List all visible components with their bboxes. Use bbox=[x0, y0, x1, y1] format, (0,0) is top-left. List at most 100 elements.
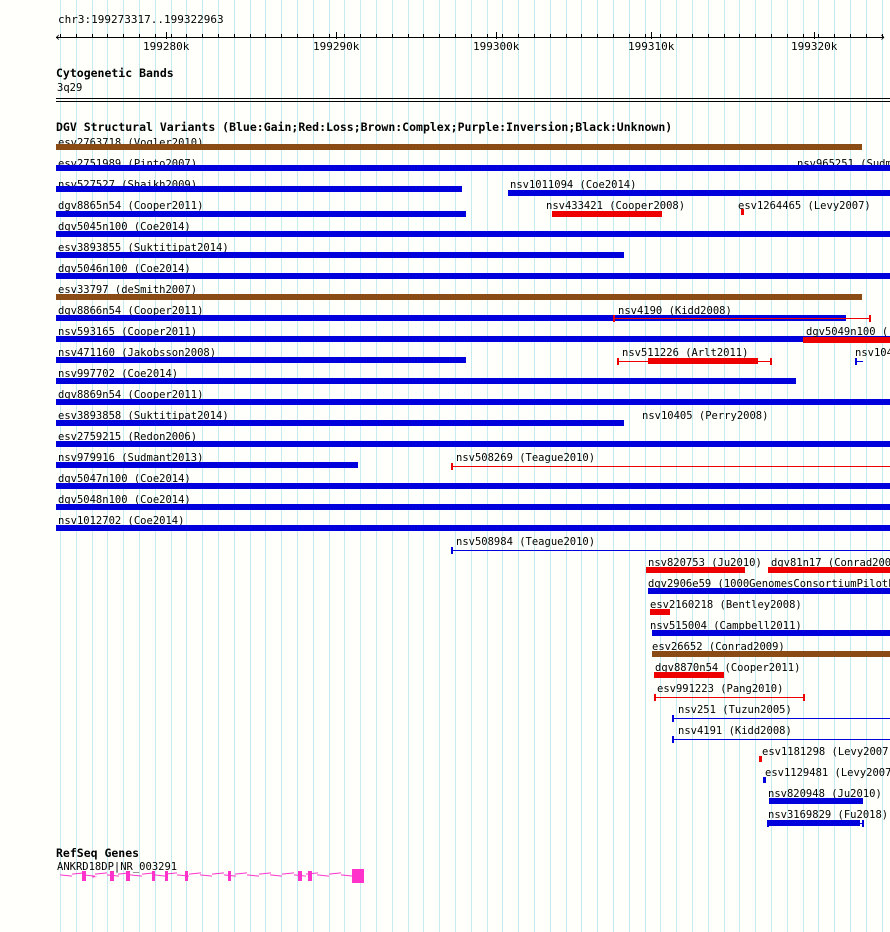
gene-exon[interactable] bbox=[82, 871, 86, 881]
dgv-feature-bar[interactable] bbox=[769, 798, 863, 804]
dgv-feature-bar[interactable] bbox=[56, 165, 846, 171]
dgv-feature-label[interactable]: dgv5045n100 (Coe2014) bbox=[58, 221, 191, 233]
dgv-feature-bar[interactable] bbox=[803, 337, 890, 343]
dgv-feature-label[interactable]: nsv1012702 (Coe2014) bbox=[58, 515, 185, 527]
dgv-feature-line[interactable] bbox=[672, 718, 890, 719]
gene-exon[interactable] bbox=[165, 871, 168, 881]
ruler-tick-minor bbox=[471, 34, 472, 38]
dgv-feature-label[interactable]: esv1264465 (Levy2007) bbox=[738, 200, 871, 212]
dgv-feature-label[interactable]: dgv5049n100 ( bbox=[806, 326, 889, 338]
dgv-feature-bar[interactable] bbox=[768, 567, 890, 573]
dgv-feature-bar[interactable] bbox=[56, 252, 624, 258]
dgv-feature-bar[interactable] bbox=[56, 273, 890, 279]
gene-exon[interactable] bbox=[126, 871, 130, 881]
dgv-feature-label[interactable]: nsv433421 (Cooper2008) bbox=[546, 200, 686, 212]
dgv-feature-bar[interactable] bbox=[508, 190, 890, 196]
dgv-feature-label[interactable]: dgv5046n100 (Coe2014) bbox=[58, 263, 191, 275]
dgv-feature-label[interactable]: esv991223 (Pang2010) bbox=[657, 683, 784, 695]
dgv-feature-label[interactable]: nsv4190 (Kidd2008) bbox=[618, 305, 732, 317]
dgv-feature-label[interactable]: dgv8869n54 (Cooper2011) bbox=[58, 389, 204, 401]
dgv-feature-label[interactable]: nsv508984 (Teague2010) bbox=[456, 536, 596, 548]
dgv-feature-label[interactable]: nsv593165 (Cooper2011) bbox=[58, 326, 198, 338]
dgv-feature-label[interactable]: nsv820753 (Ju2010) bbox=[648, 557, 762, 569]
gene-exon[interactable] bbox=[308, 871, 312, 881]
dgv-feature-bar[interactable] bbox=[56, 211, 466, 217]
dgv-feature-line[interactable] bbox=[451, 550, 890, 551]
dgv-feature-bar[interactable] bbox=[56, 420, 624, 426]
dgv-feature-label[interactable]: esv1181298 (Levy2007) bbox=[762, 746, 890, 758]
ruler-tick-minor bbox=[281, 34, 282, 38]
dgv-feature-bar[interactable] bbox=[652, 651, 890, 657]
dgv-feature-label[interactable]: esv26652 (Conrad2009) bbox=[652, 641, 785, 653]
dgv-feature-line[interactable] bbox=[672, 739, 890, 740]
dgv-feature-label[interactable]: esv3893855 (Suktitipat2014) bbox=[58, 242, 229, 254]
dgv-feature-bar[interactable] bbox=[763, 777, 766, 783]
dgv-feature-line[interactable] bbox=[613, 318, 871, 319]
gene-exon[interactable] bbox=[185, 871, 188, 881]
dgv-feature-bar[interactable] bbox=[56, 525, 890, 531]
dgv-feature-bar[interactable] bbox=[56, 144, 862, 150]
dgv-feature-line[interactable] bbox=[451, 466, 890, 467]
gene-exon[interactable] bbox=[110, 871, 114, 881]
dgv-feature-label[interactable]: nsv511226 (Arlt2011) bbox=[622, 347, 749, 359]
dgv-feature-core[interactable] bbox=[648, 358, 758, 364]
dgv-feature-label[interactable]: nsv251 (Tuzun2005) bbox=[678, 704, 792, 716]
dgv-feature-bar[interactable] bbox=[56, 462, 358, 468]
dgv-feature-bar[interactable] bbox=[648, 588, 890, 594]
gene-exon[interactable] bbox=[352, 869, 364, 883]
dgv-feature-label[interactable]: dgv5048n100 (Coe2014) bbox=[58, 494, 191, 506]
dgv-feature-label[interactable]: esv2160218 (Bentley2008) bbox=[650, 599, 802, 611]
dgv-feature-bar[interactable] bbox=[741, 209, 744, 215]
dgv-feature-label[interactable]: nsv4191 (Kidd2008) bbox=[678, 725, 792, 737]
dgv-feature-label[interactable]: nsv515004 (Campbell2011) bbox=[650, 620, 802, 632]
dgv-feature-bar[interactable] bbox=[56, 441, 890, 447]
dgv-feature-bar[interactable] bbox=[759, 756, 762, 762]
dgv-feature-label[interactable]: esv3893858 (Suktitipat2014) bbox=[58, 410, 229, 422]
dgv-feature-bar[interactable] bbox=[56, 336, 890, 342]
dgv-feature-label[interactable]: dgv8865n54 (Cooper2011) bbox=[58, 200, 204, 212]
gene-exon[interactable] bbox=[228, 871, 231, 881]
dgv-feature-bar[interactable] bbox=[56, 294, 862, 300]
dgv-feature-label[interactable]: nsv997702 (Coe2014) bbox=[58, 368, 179, 380]
dgv-feature-bar[interactable] bbox=[654, 672, 724, 678]
dgv-feature-bar[interactable] bbox=[56, 399, 890, 405]
dgv-feature-label[interactable]: nsv820948 (Ju2010) bbox=[768, 788, 882, 800]
dgv-feature-label[interactable]: dgv2906e59 (1000GenomesConsortiumPilotPr bbox=[648, 578, 890, 590]
dgv-feature-bar[interactable] bbox=[56, 357, 466, 363]
dgv-feature-endcap bbox=[654, 694, 656, 701]
dgv-feature-label[interactable]: nsv1011094 (Coe2014) bbox=[510, 179, 637, 191]
dgv-feature-bar[interactable] bbox=[56, 378, 796, 384]
dgv-feature-bar[interactable] bbox=[56, 504, 890, 510]
locus-label: chr3:199273317..199322963 bbox=[58, 13, 224, 26]
dgv-feature-bar[interactable] bbox=[652, 630, 890, 636]
dgv-feature-label[interactable]: dgv5047n100 (Coe2014) bbox=[58, 473, 191, 485]
ruler-tick-minor bbox=[692, 34, 693, 38]
dgv-feature-bar[interactable] bbox=[552, 211, 662, 217]
dgv-feature-label[interactable]: nsv10405 (Perry2008) bbox=[642, 410, 769, 422]
dgv-feature-label[interactable]: esv33797 (deSmith2007) bbox=[58, 284, 198, 296]
dgv-feature-bar[interactable] bbox=[56, 483, 890, 489]
dgv-feature-label[interactable]: dgv81n17 (Conrad2006 bbox=[771, 557, 890, 569]
dgv-feature-bar[interactable] bbox=[646, 567, 745, 573]
dgv-feature-label[interactable]: nsv471160 (Jakobsson2008) bbox=[58, 347, 217, 359]
dgv-feature-bar[interactable] bbox=[793, 165, 890, 171]
dgv-feature-core[interactable] bbox=[769, 820, 860, 826]
gene-exon[interactable] bbox=[298, 871, 302, 881]
dgv-feature-label[interactable]: esv1129481 (Levy2007) bbox=[765, 767, 890, 779]
dgv-feature-bar[interactable] bbox=[650, 609, 670, 615]
dgv-feature-bar[interactable] bbox=[56, 315, 846, 321]
dgv-feature-label[interactable]: dgv8866n54 (Cooper2011) bbox=[58, 305, 204, 317]
gene-intron-segment bbox=[200, 874, 213, 877]
dgv-feature-label[interactable]: esv2759215 (Redon2006) bbox=[58, 431, 198, 443]
dgv-feature-bar[interactable] bbox=[56, 186, 462, 192]
dgv-feature-label[interactable]: nsv979916 (Sudmant2013) bbox=[58, 452, 204, 464]
dgv-feature-line[interactable] bbox=[637, 424, 774, 425]
dgv-feature-label[interactable]: nsv3169829 (Fu2018) bbox=[768, 809, 889, 821]
dgv-feature-label[interactable]: nsv508269 (Teague2010) bbox=[456, 452, 596, 464]
dgv-feature-bar[interactable] bbox=[56, 231, 890, 237]
dgv-feature-label[interactable]: dgv8870n54 (Cooper2011) bbox=[655, 662, 801, 674]
dgv-feature-label[interactable]: nsv104 bbox=[855, 347, 890, 359]
gene-exon[interactable] bbox=[152, 871, 155, 881]
dgv-feature-line[interactable] bbox=[855, 361, 863, 362]
dgv-feature-line[interactable] bbox=[654, 697, 805, 698]
